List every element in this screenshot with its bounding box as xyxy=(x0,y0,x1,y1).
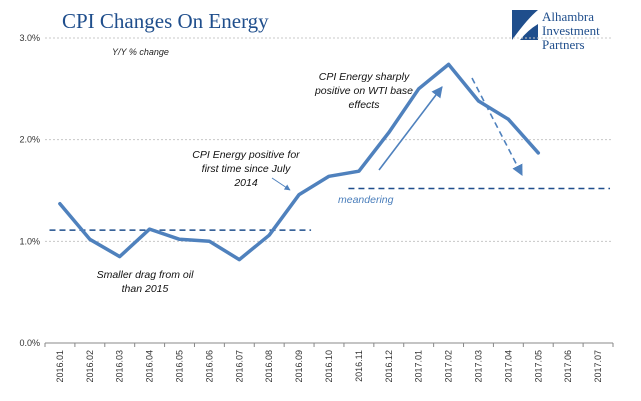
annotation-smaller-drag: Smaller drag from oil than 2015 xyxy=(97,269,195,295)
logo-swoosh-icon xyxy=(512,10,538,40)
logo-line-3: Partners xyxy=(542,37,585,52)
x-tick-label: 2016.11 xyxy=(354,350,364,382)
x-tick-label: 2016.02 xyxy=(85,350,95,383)
chart-title: CPI Changes On Energy xyxy=(62,9,269,33)
x-tick-label: 2017.07 xyxy=(593,350,603,383)
chart-subtitle: Y/Y % change xyxy=(112,47,169,57)
decline-dashed-arrow xyxy=(471,77,523,176)
y-tick-labels: 0.0% 1.0% 2.0% 3.0% xyxy=(19,33,40,348)
x-tick-label: 2016.07 xyxy=(234,350,244,383)
x-tick-label: 2017.02 xyxy=(444,350,454,383)
y-tick-label: 2.0% xyxy=(19,135,40,145)
annotation-smaller-drag-line-2: than 2015 xyxy=(122,283,169,295)
logo-line-2: Investment xyxy=(542,23,600,38)
x-tick-label: 2017.06 xyxy=(563,350,573,383)
logo: Alhambra Investment Partners xyxy=(512,9,600,52)
annotation-positive-arrow xyxy=(271,177,291,191)
annotation-sharply-line-3: effects xyxy=(349,99,381,111)
y-tick-label: 0.0% xyxy=(19,338,40,348)
annotation-sharply-positive: CPI Energy sharply positive on WTI base … xyxy=(314,71,443,171)
annotation-positive-line-2: first time since July xyxy=(202,163,291,175)
annotation-positive-first-time: CPI Energy positive for first time since… xyxy=(192,149,300,191)
x-tick-label: 2017.05 xyxy=(533,350,543,383)
logo-line-1: Alhambra xyxy=(542,9,594,24)
x-tick-labels: 2016.01 2016.02 2016.03 2016.04 2016.05 2016.… xyxy=(55,350,603,383)
x-tick-label: 2016.12 xyxy=(384,350,394,383)
annotation-meandering: meandering xyxy=(338,194,394,206)
x-tick-label: 2016.10 xyxy=(324,350,334,383)
x-tick-label: 2017.01 xyxy=(414,350,424,383)
x-tick-label: 2017.03 xyxy=(473,350,483,383)
y-tick-label: 3.0% xyxy=(19,33,40,43)
x-tick-label: 2016.09 xyxy=(294,350,304,383)
annotation-positive-line-3: 2014 xyxy=(233,177,258,189)
x-tick-label: 2016.05 xyxy=(175,350,185,383)
annotation-sharply-line-1: CPI Energy sharply xyxy=(319,71,410,83)
x-tick-label: 2017.04 xyxy=(503,350,513,383)
x-tick-label: 2016.03 xyxy=(115,350,125,383)
annotation-positive-line-1: CPI Energy positive for xyxy=(192,149,300,161)
series-line xyxy=(58,62,541,262)
series-lines xyxy=(58,62,541,262)
x-tick-label: 2016.06 xyxy=(204,350,214,383)
annotation-sharply-line-2: positive on WTI base xyxy=(314,85,413,97)
x-tick-label: 2016.08 xyxy=(264,350,274,383)
annotation-sharply-arrow xyxy=(378,86,443,171)
grid xyxy=(44,37,614,347)
y-tick-label: 1.0% xyxy=(19,236,40,246)
x-tick-label: 2016.04 xyxy=(145,350,155,383)
reference-lines xyxy=(49,187,611,231)
x-tick-label: 2016.01 xyxy=(55,350,65,383)
annotation-smaller-drag-line-1: Smaller drag from oil xyxy=(97,269,195,281)
